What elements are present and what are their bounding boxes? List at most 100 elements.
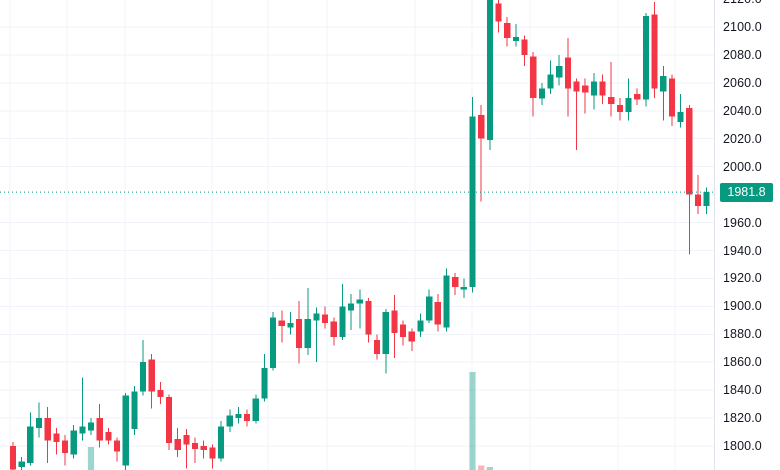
price-tick-label: 1940.0 — [723, 243, 762, 258]
candle-body — [148, 359, 155, 392]
candle — [200, 440, 207, 459]
grid-lines — [0, 0, 714, 470]
candle-body — [556, 66, 563, 78]
candle-body — [651, 14, 658, 89]
candle-body — [582, 85, 589, 93]
price-tick-label: 1840.0 — [723, 383, 762, 398]
candle — [547, 60, 554, 94]
price-tick-label: 2060.0 — [723, 75, 762, 90]
candle-body — [218, 426, 225, 459]
candle — [356, 289, 363, 329]
candle-body — [504, 22, 511, 39]
candle-body — [339, 306, 346, 337]
candle-body — [278, 320, 285, 326]
candle — [148, 353, 155, 409]
candle-body — [244, 413, 251, 421]
candle — [174, 427, 181, 458]
candle — [35, 402, 43, 438]
volume-bar — [486, 467, 493, 470]
candle-body — [235, 413, 242, 419]
candle-body — [564, 57, 571, 89]
candle — [625, 78, 632, 121]
candle-body — [521, 39, 528, 55]
candle — [434, 293, 441, 332]
price-tick-label: 1820.0 — [723, 411, 762, 426]
candle — [694, 175, 701, 215]
candle-body — [460, 286, 467, 290]
candle-body — [270, 317, 277, 368]
candle — [504, 17, 511, 47]
candle — [460, 278, 467, 298]
chart-plot[interactable] — [0, 0, 714, 470]
candle-body — [157, 390, 164, 398]
candle-body — [668, 78, 675, 117]
candle-body — [313, 313, 320, 321]
candle-body — [530, 56, 537, 99]
candle — [703, 187, 710, 215]
candle-body — [18, 461, 25, 467]
candle-body — [608, 96, 615, 104]
candle-body — [694, 194, 701, 206]
candle-body — [87, 422, 95, 431]
candle — [209, 444, 216, 469]
candle-body — [634, 94, 641, 100]
candle-body — [590, 81, 597, 96]
candle — [287, 311, 294, 335]
candle — [166, 394, 173, 451]
candle — [417, 313, 424, 338]
candle — [400, 320, 407, 346]
candle — [192, 437, 199, 463]
candle — [668, 74, 675, 127]
candle — [408, 328, 415, 351]
candle-body — [374, 339, 381, 354]
price-tick-label: 1800.0 — [723, 439, 762, 453]
candle-body — [296, 318, 303, 349]
candle — [564, 38, 571, 117]
candle — [53, 427, 60, 455]
candle-body — [677, 112, 684, 122]
candle — [140, 339, 147, 396]
candle-body — [616, 105, 623, 113]
candle — [131, 386, 138, 435]
candle-body — [642, 15, 649, 100]
candle-body — [113, 440, 121, 452]
candle — [27, 412, 34, 466]
candle-body — [426, 296, 433, 321]
candle-body — [452, 277, 459, 287]
candle-body — [70, 430, 77, 455]
price-tick-label: 1900.0 — [723, 299, 762, 314]
price-tick-label: 1920.0 — [723, 271, 762, 286]
candle — [478, 105, 485, 202]
candle — [348, 293, 355, 331]
candle-body — [486, 0, 493, 141]
price-axis[interactable]: 1981.8 2120.0 2100.0 2080.0 2060.0 2040.0 202… — [714, 0, 780, 470]
candle — [270, 311, 277, 371]
candle-body — [408, 331, 415, 342]
candle-body — [400, 324, 407, 338]
candle-body — [27, 426, 34, 463]
candle — [61, 434, 69, 466]
candle — [677, 94, 684, 128]
candle — [512, 24, 519, 47]
candle — [278, 310, 285, 343]
volume-bars — [87, 372, 493, 470]
candle-body — [44, 418, 51, 441]
price-tick-label: 1860.0 — [723, 355, 762, 370]
candle — [9, 441, 17, 470]
candle-body — [209, 447, 216, 459]
candle — [261, 353, 268, 402]
candle-body — [166, 397, 173, 444]
candle — [374, 334, 381, 360]
candle-body — [61, 440, 69, 453]
candle — [113, 437, 121, 462]
candle-body — [356, 299, 363, 304]
candle — [426, 289, 433, 324]
candle-body — [330, 321, 337, 338]
candle — [530, 52, 537, 117]
candle — [235, 406, 242, 424]
candle-body — [434, 302, 441, 325]
candle-body — [322, 314, 329, 324]
candle — [642, 13, 649, 107]
candle-body — [287, 323, 294, 328]
candle — [556, 54, 563, 86]
